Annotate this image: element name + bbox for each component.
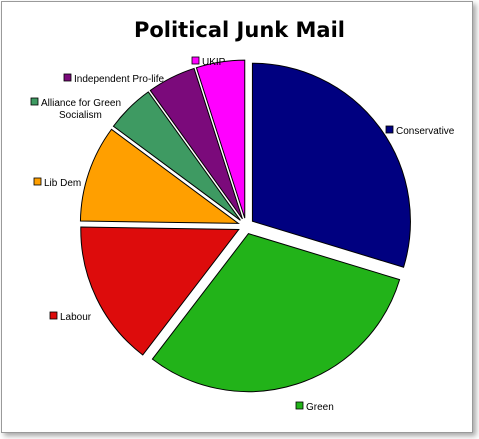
legend-label-text: Independent Pro-life	[74, 74, 165, 85]
legend-label-ukip: UKIP	[191, 56, 226, 68]
legend-swatch	[30, 97, 39, 106]
legend-swatch	[63, 73, 72, 82]
legend-label-labour: Labour	[49, 311, 92, 323]
legend-label-independent-pro-life: Independent Pro-life	[63, 73, 165, 85]
legend-label-text: Alliance for Green	[41, 98, 121, 109]
legend-label-text: Green	[306, 402, 334, 413]
legend-label-text: Socialism	[59, 110, 102, 121]
legend-label-text: Labour	[60, 312, 92, 323]
legend-swatch	[191, 56, 200, 65]
chart-title: Political Junk Mail	[133, 18, 346, 42]
pie-slice-lib-dem	[79, 128, 240, 224]
legend-swatch	[295, 401, 304, 410]
pie-slice-independent-pro-life	[149, 67, 243, 220]
legend-swatch	[33, 177, 42, 186]
legend-label-text: Lib Dem	[44, 178, 81, 189]
pie-slice-alliance-for-green-socialism	[112, 91, 241, 221]
legend-swatch	[385, 125, 394, 134]
pie-slice-conservative	[251, 62, 411, 268]
pie-slice-ukip	[195, 59, 246, 219]
legend-label-green: Green	[295, 401, 334, 413]
legend-label-text: Conservative	[396, 126, 455, 137]
legend-label-text: UKIP	[202, 57, 226, 68]
legend-label-conservative: Conservative	[385, 125, 455, 137]
pie-slice-labour	[80, 226, 240, 356]
pie-slice-green	[151, 233, 401, 393]
legend-label-lib-dem: Lib Dem	[33, 177, 81, 189]
legend-swatch	[49, 311, 58, 320]
